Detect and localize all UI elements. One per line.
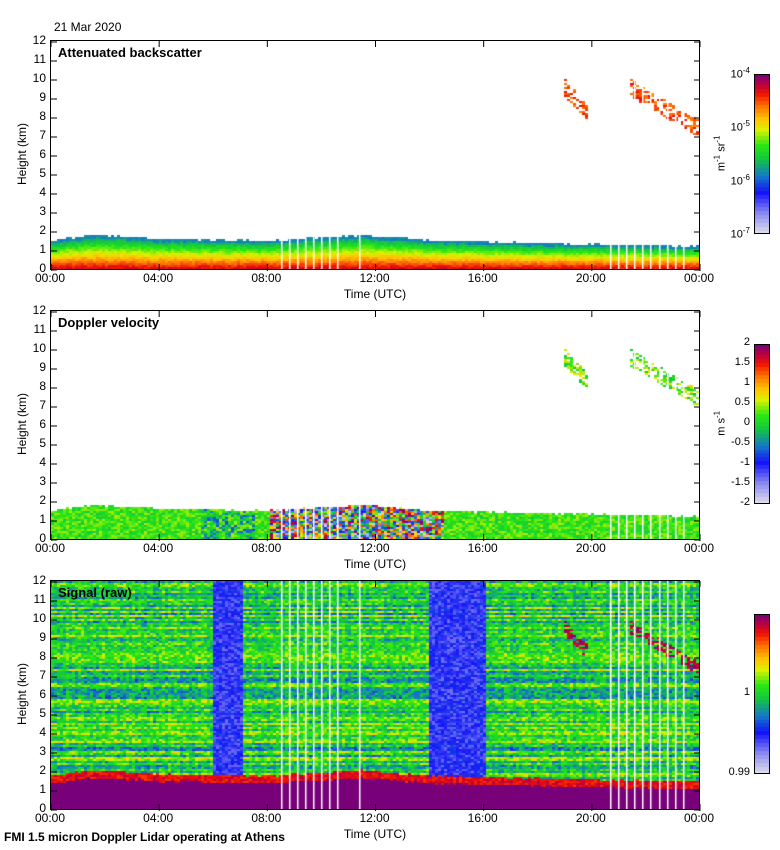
y-tick-label: 9	[39, 630, 46, 644]
y-tick-label: 10	[32, 611, 46, 625]
x-tick-label: 12:00	[359, 271, 390, 285]
y-tick-label: 3	[39, 204, 46, 218]
x-tick-label: 04:00	[143, 541, 174, 555]
x-tick-label: 08:00	[251, 271, 282, 285]
y-tick-label: 7	[39, 128, 46, 142]
x-tick-label: 12:00	[359, 541, 390, 555]
x-tick-label: 04:00	[143, 271, 174, 285]
y-axis-label: Height (km)	[15, 393, 29, 456]
y-tick-label: 10	[32, 341, 46, 355]
x-tick-label: 04:00	[143, 811, 174, 825]
x-tick-label: 16:00	[467, 811, 498, 825]
x-tick-label: 16:00	[467, 271, 498, 285]
x-tick-label: 00:00	[34, 811, 66, 825]
colorbar-tick-label: 10-5	[730, 119, 750, 134]
x-axis-label: Time (UTC)	[343, 557, 407, 571]
y-tick-label: 0	[39, 261, 46, 275]
x-tick-label: 08:00	[251, 811, 282, 825]
backscatter-plot-area: Attenuated backscatter	[50, 40, 701, 271]
x-tick-label: 20:00	[575, 541, 606, 555]
colorbar-tick-label: 10-7	[730, 226, 750, 241]
y-tick-label: 5	[39, 706, 46, 720]
y-tick-label: 12	[32, 303, 46, 317]
y-tick-label: 6	[39, 417, 46, 431]
x-tick-label: 12:00	[359, 811, 390, 825]
y-tick-label: 12	[32, 573, 46, 587]
y-tick-label: 11	[33, 52, 46, 66]
colorbar-tick-label: -1	[740, 456, 750, 468]
y-tick-label: 1	[39, 512, 46, 526]
colorbar-tick-label: -2	[740, 496, 750, 508]
y-tick-label: 10	[32, 71, 46, 85]
y-tick-label: 6	[39, 687, 46, 701]
signal-colorbar	[754, 614, 770, 774]
signal-plot-area: Signal (raw)	[50, 580, 701, 811]
backscatter-heatmap	[51, 41, 699, 269]
colorbar-tick-label: -0.5	[731, 436, 750, 448]
colorbar-unit-label: m s-1	[712, 410, 728, 436]
y-tick-label: 8	[39, 379, 46, 393]
y-tick-label: 8	[39, 649, 46, 663]
velocity-colorbar	[754, 344, 770, 504]
y-tick-label: 2	[39, 493, 46, 507]
velocity-heatmap	[51, 311, 699, 539]
y-axis-label: Height (km)	[15, 123, 29, 186]
colorbar-tick-label: 1.5	[734, 356, 750, 368]
y-tick-label: 1	[39, 242, 46, 256]
y-tick-label: 9	[39, 360, 46, 374]
colorbar-tick-label: -1.5	[731, 476, 750, 488]
y-tick-label: 5	[39, 166, 46, 180]
backscatter-panel-title: Attenuated backscatter	[58, 45, 202, 60]
velocity-panel-title: Doppler velocity	[58, 315, 160, 330]
y-tick-label: 5	[39, 436, 46, 450]
colorbar-tick-label: 0.99	[728, 766, 750, 778]
y-tick-label: 6	[39, 147, 46, 161]
y-tick-label: 2	[39, 763, 46, 777]
y-tick-label: 9	[39, 90, 46, 104]
x-tick-label: 00:00	[34, 271, 66, 285]
y-tick-label: 4	[39, 725, 46, 739]
x-tick-label: 16:00	[467, 541, 498, 555]
x-axis-label: Time (UTC)	[343, 287, 407, 301]
y-tick-label: 3	[39, 474, 46, 488]
velocity-plot-area: Doppler velocity	[50, 310, 701, 541]
x-tick-label: 00:00	[34, 541, 66, 555]
y-tick-label: 12	[32, 33, 46, 47]
signal-heatmap	[51, 581, 699, 809]
date-label: 21 Mar 2020	[54, 20, 122, 34]
signal-panel-title: Signal (raw)	[58, 585, 132, 600]
colorbar-tick-label: 1	[743, 376, 750, 388]
x-tick-label: 08:00	[251, 541, 282, 555]
y-tick-label: 8	[39, 109, 46, 123]
x-axis-label: Time (UTC)	[343, 827, 407, 841]
x-tick-label: 00:00	[683, 811, 715, 825]
colorbar-tick-label: 2	[743, 336, 750, 348]
y-tick-label: 4	[39, 185, 46, 199]
colorbar-tick-label: 10-6	[730, 172, 750, 188]
y-axis-label: Height (km)	[15, 663, 29, 726]
colorbar-tick-label: 1	[743, 686, 750, 698]
y-tick-label: 11	[33, 322, 46, 336]
colorbar-unit-label: m-1 sr-1	[712, 135, 728, 172]
colorbar-tick-label: 0.5	[734, 396, 750, 408]
footer-caption: FMI 1.5 micron Doppler Lidar operating a…	[4, 830, 285, 844]
y-tick-label: 1	[39, 782, 46, 796]
y-tick-label: 4	[39, 455, 46, 469]
y-tick-label: 11	[33, 592, 46, 606]
y-tick-label: 2	[39, 223, 46, 237]
x-tick-label: 00:00	[683, 271, 715, 285]
colorbar-tick-label: 10-4	[730, 66, 750, 81]
colorbar-tick-label: 0	[743, 416, 750, 428]
x-tick-label: 00:00	[683, 541, 715, 555]
y-tick-label: 7	[39, 398, 46, 412]
x-tick-label: 20:00	[575, 811, 606, 825]
y-tick-label: 3	[39, 744, 46, 758]
x-tick-label: 20:00	[575, 271, 606, 285]
y-tick-label: 0	[39, 531, 46, 545]
backscatter-colorbar	[754, 74, 770, 234]
y-tick-label: 0	[39, 801, 46, 815]
y-tick-label: 7	[39, 668, 46, 682]
